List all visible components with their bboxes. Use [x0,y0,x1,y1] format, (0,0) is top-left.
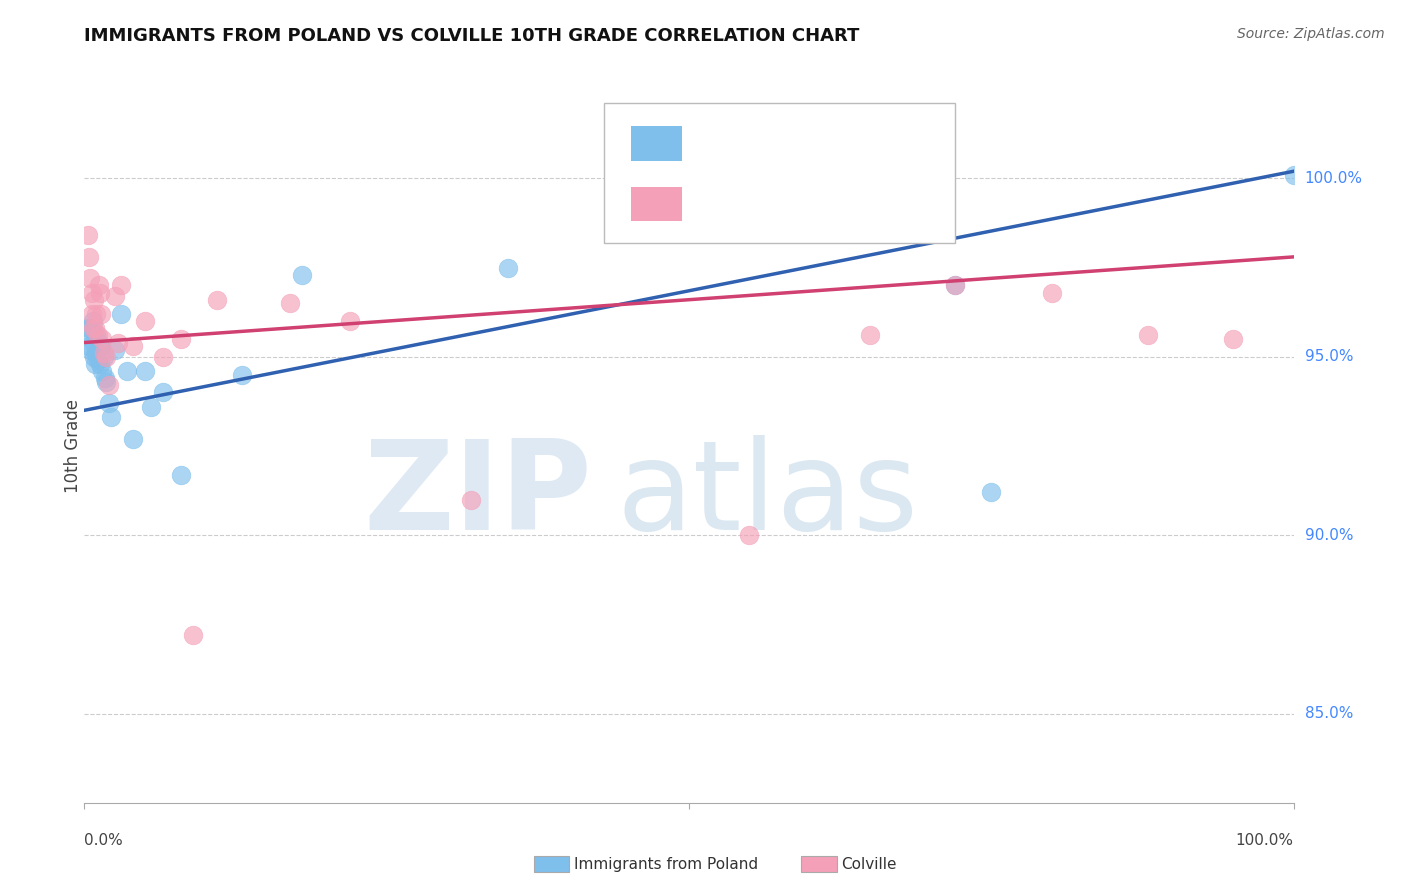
Point [104,343,127,357]
Point [460,492,482,507]
Point [139,400,162,414]
Point [84,321,107,335]
Point [80,285,103,300]
Point [86,353,108,368]
Point [97,396,120,410]
Point [77,250,100,264]
Text: 95.0%: 95.0% [1305,350,1353,364]
Point [83,350,105,364]
Point [83,335,105,350]
Point [107,335,129,350]
FancyBboxPatch shape [631,187,682,221]
Text: 0.0%: 0.0% [84,833,124,848]
Point [91,364,114,378]
Point [152,385,174,400]
Point [152,350,174,364]
Point [91,332,114,346]
Point [110,307,132,321]
Point [82,314,104,328]
Point [100,410,122,425]
Y-axis label: 10th Grade: 10th Grade [65,399,82,493]
Point [89,285,111,300]
Point [121,339,143,353]
Point [339,314,361,328]
Point [170,467,193,482]
Point [94,375,117,389]
Point [94,350,117,364]
Point [79,321,101,335]
Point [90,307,112,321]
FancyBboxPatch shape [605,103,955,243]
Text: Source: ZipAtlas.com: Source: ZipAtlas.com [1237,27,1385,41]
Point [89,357,111,371]
Point [1040,285,1063,300]
Point [134,314,156,328]
Point [496,260,519,275]
Point [79,271,101,285]
Point [110,278,132,293]
Point [82,321,104,335]
Point [170,332,193,346]
Point [943,278,966,293]
Point [278,296,301,310]
Point [1282,168,1305,182]
Point [1137,328,1160,343]
Text: atlas: atlas [616,435,918,557]
Point [738,528,761,542]
Point [80,307,103,321]
Point [859,328,882,343]
FancyBboxPatch shape [631,127,682,161]
Point [80,328,103,343]
Text: 100.0%: 100.0% [1236,833,1294,848]
Point [87,335,110,350]
Point [87,278,110,293]
Point [93,346,115,360]
Point [231,368,253,382]
Point [93,350,115,364]
Point [86,328,108,343]
Point [181,628,204,642]
Point [83,293,105,307]
Point [980,485,1002,500]
Point [77,228,100,243]
Text: Colville: Colville [841,857,896,871]
Point [207,293,229,307]
Text: 85.0%: 85.0% [1305,706,1353,721]
Point [943,278,966,293]
Point [79,343,101,357]
Point [77,321,100,335]
Point [84,357,107,371]
Point [90,339,112,353]
Point [86,346,108,360]
Text: 100.0%: 100.0% [1305,171,1362,186]
Point [1222,332,1244,346]
Point [291,268,314,282]
Point [121,432,143,446]
Point [97,378,120,392]
Text: 90.0%: 90.0% [1305,528,1353,542]
Text: IMMIGRANTS FROM POLAND VS COLVILLE 10TH GRADE CORRELATION CHART: IMMIGRANTS FROM POLAND VS COLVILLE 10TH … [84,27,859,45]
Point [134,364,156,378]
Text: Immigrants from Poland: Immigrants from Poland [574,857,758,871]
Text: ZIP: ZIP [364,435,592,557]
Point [77,339,100,353]
Point [104,289,127,303]
Point [94,371,117,385]
Text: R = 0.322   N = 35: R = 0.322 N = 35 [695,194,852,212]
Point [115,364,138,378]
Point [86,328,108,343]
Text: R = 0.375   N = 35: R = 0.375 N = 35 [695,134,852,152]
Point [86,307,108,321]
